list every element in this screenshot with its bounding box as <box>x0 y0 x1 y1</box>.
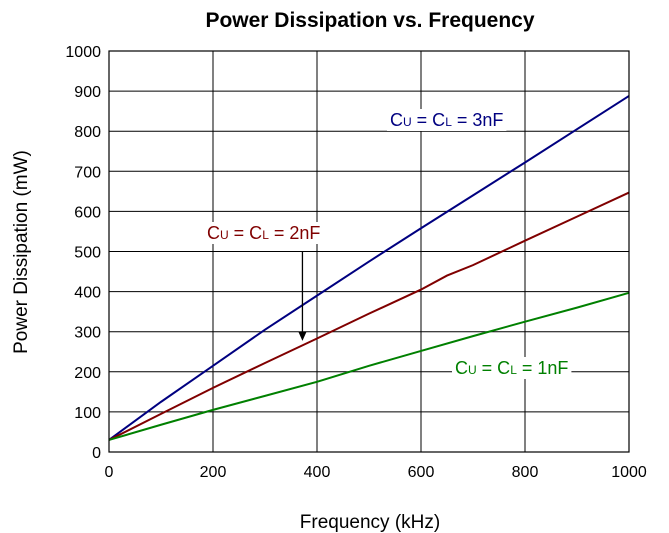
y-tick-label: 800 <box>74 124 101 141</box>
plot-frame <box>108 50 630 453</box>
chart-title: Power Dissipation vs. Frequency <box>205 9 534 32</box>
y-tick-label: 100 <box>74 405 101 422</box>
grid <box>108 50 630 453</box>
y-tick-label: 700 <box>74 164 101 181</box>
series-label-subscript: U <box>220 228 229 242</box>
series-label-subscript: L <box>510 363 517 377</box>
series-label-text: C <box>390 110 403 130</box>
series-line-1 <box>108 95 630 441</box>
series-label-text: = C <box>477 358 511 378</box>
x-tick-label: 800 <box>512 464 539 481</box>
series-label-text: = C <box>412 110 446 130</box>
series-label-text: C <box>455 358 468 378</box>
y-tick-label: 200 <box>74 365 101 382</box>
series-label-1: CU = CL = 3nF <box>390 110 503 130</box>
series-line-2 <box>108 191 630 441</box>
y-tick-label: 0 <box>92 445 101 462</box>
series-line-3 <box>108 291 630 441</box>
series-label-subscript: U <box>468 363 477 377</box>
series-label-background <box>452 357 572 379</box>
y-tick-label: 300 <box>74 325 101 342</box>
y-tick-label: 1000 <box>65 44 101 61</box>
y-tick-label: 900 <box>74 84 101 101</box>
series-label-text: = C <box>229 223 263 243</box>
series-lines <box>108 95 630 441</box>
series-label-background <box>387 109 507 131</box>
x-axis-label: Frequency (kHz) <box>300 512 440 533</box>
series-label-3: CU = CL = 1nF <box>455 358 568 378</box>
y-axis-label: Power Dissipation (mW) <box>11 150 32 354</box>
y-tick-label: 600 <box>74 204 101 221</box>
tick-labels: 0 200 400 600 800 1000 0 100 200 300 400 500 600 700 8… <box>65 44 646 481</box>
series-label-subscript: U <box>403 115 412 129</box>
x-tick-label: 600 <box>408 464 435 481</box>
series-label-subscript: L <box>262 228 269 242</box>
series-label-2: CU = CL = 2nF <box>207 223 320 243</box>
x-tick-label: 200 <box>200 464 227 481</box>
series-label-subscript: L <box>445 115 452 129</box>
y-tick-label: 500 <box>74 245 101 262</box>
y-tick-label: 400 <box>74 285 101 302</box>
series-label-text: = 1nF <box>517 358 569 378</box>
series-label-text: C <box>207 223 220 243</box>
x-tick-label: 1000 <box>611 464 647 481</box>
x-tick-label: 0 <box>105 464 114 481</box>
x-tick-label: 400 <box>304 464 331 481</box>
series-label-text: = 3nF <box>452 110 504 130</box>
series-label-text: = 2nF <box>269 223 321 243</box>
series-label-background <box>204 222 324 244</box>
